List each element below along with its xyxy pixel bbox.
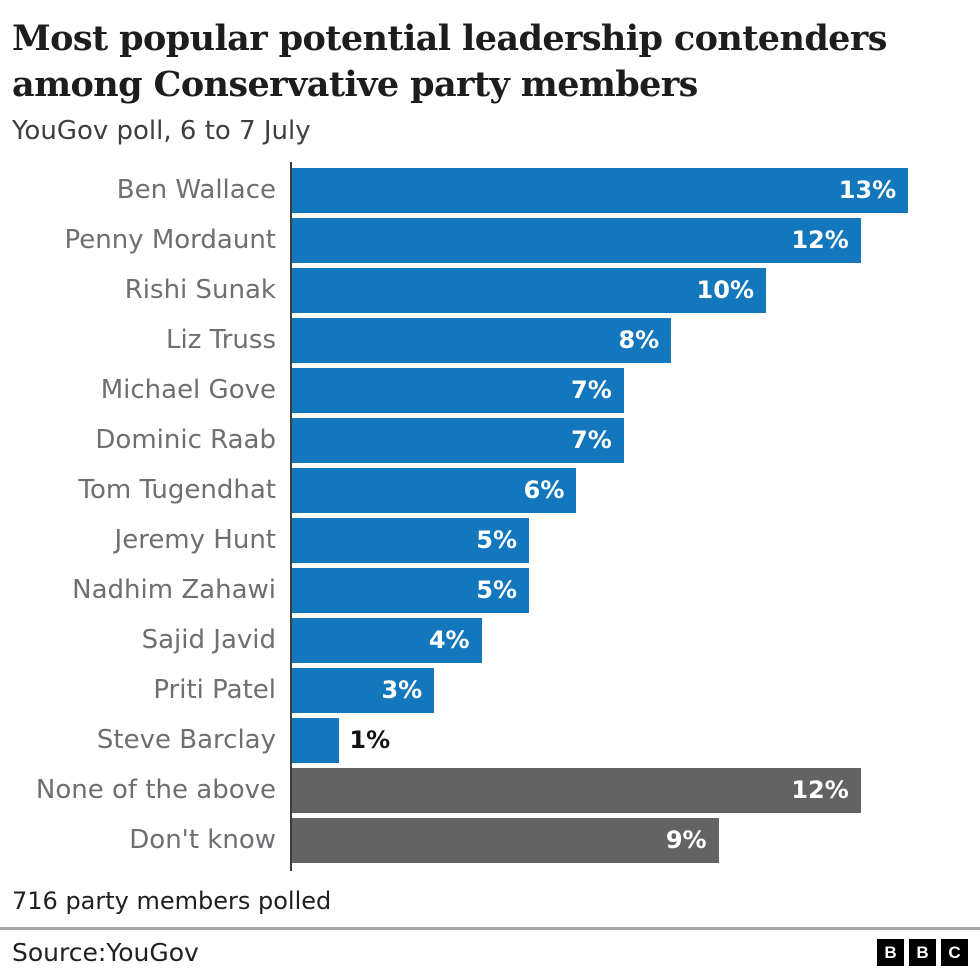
bar-blue: 12% (292, 218, 861, 263)
category-label: Rishi Sunak (124, 275, 276, 305)
chart-row: Michael Gove 7% (0, 368, 980, 413)
value-label: 13% (838, 176, 897, 204)
chart-title-line1: Most popular potential leadership conten… (12, 18, 887, 59)
bar-blue: 5% (292, 518, 529, 563)
source-label: Source:YouGov (12, 938, 199, 967)
bar-chart-rows: Ben Wallace 13% Penny Mordaunt 12% Rishi Sun… (0, 168, 980, 863)
bar-track: 12% (290, 218, 980, 263)
chart-row: Rishi Sunak 10% (0, 268, 980, 313)
value-label: 5% (476, 576, 517, 604)
category-label: Penny Mordaunt (64, 225, 276, 255)
bar-gray: 9% (292, 818, 719, 863)
category-label: Liz Truss (166, 325, 276, 355)
value-label: 4% (428, 626, 470, 654)
category-label: Michael Gove (100, 375, 276, 405)
bar-blue: 10% (292, 268, 766, 313)
bar-track: 1% (290, 718, 980, 763)
bar-track: 7% (290, 418, 980, 463)
value-label: 8% (618, 326, 660, 354)
value-label: 12% (791, 226, 849, 254)
bar-track: 9% (290, 818, 980, 863)
value-label: 5% (476, 526, 517, 554)
bar-blue: 4% (292, 618, 482, 663)
category-label: Ben Wallace (116, 175, 276, 205)
bar-blue: 6% (292, 468, 577, 513)
category-label: Tom Tugendhat (78, 475, 276, 505)
bar-track: 3% (290, 668, 980, 713)
footer-divider (0, 927, 980, 930)
bar-chart: Ben Wallace 13% Penny Mordaunt 12% Rishi Sun… (0, 162, 980, 871)
bar-track: 12% (290, 768, 980, 813)
bar-blue: 7% (292, 368, 624, 413)
bar-track: 13% (290, 168, 980, 213)
chart-title-line2: among Conservative party members (12, 64, 698, 105)
chart-row: Ben Wallace 13% (0, 168, 980, 213)
chart-row: Don't know 9% (0, 818, 980, 863)
bar-blue: 8% (292, 318, 672, 363)
bar-track: 4% (290, 618, 980, 663)
category-label: Dominic Raab (95, 425, 276, 455)
bbc-logo-block: B (877, 939, 904, 966)
chart-row: Penny Mordaunt 12% (0, 218, 980, 263)
bar-blue: 5% (292, 568, 529, 613)
category-label: None of the above (35, 775, 276, 805)
bar-track: 6% (290, 468, 980, 513)
bbc-logo-block: B (909, 939, 936, 966)
chart-row: None of the above 12% (0, 768, 980, 813)
value-label: 7% (571, 426, 612, 454)
chart-row: Liz Truss 8% (0, 318, 980, 363)
value-label: 10% (696, 276, 754, 304)
value-label: 9% (665, 826, 707, 854)
category-label: Steve Barclay (96, 725, 276, 755)
chart-row: Jeremy Hunt 5% (0, 518, 980, 563)
chart-subtitle: YouGov poll, 6 to 7 July (12, 116, 311, 146)
bar-track: 7% (290, 368, 980, 413)
y-axis-line (290, 162, 292, 871)
bbc-logo-block: C (941, 939, 968, 966)
value-label: 3% (381, 676, 423, 704)
poll-sample-note: 716 party members polled (12, 887, 332, 915)
bar-track: 10% (290, 268, 980, 313)
bar-gray: 12% (292, 768, 861, 813)
chart-row: Priti Patel 3% (0, 668, 980, 713)
category-label: Jeremy Hunt (114, 525, 276, 555)
chart-row: Steve Barclay 1% (0, 718, 980, 763)
chart-row: Nadhim Zahawi 5% (0, 568, 980, 613)
category-label: Nadhim Zahawi (72, 575, 276, 605)
value-label: 6% (523, 476, 565, 504)
bar-blue: 13% (292, 168, 909, 213)
chart-title: Most popular potential leadership conten… (0, 0, 980, 108)
category-label: Priti Patel (153, 675, 276, 705)
bar-track: 5% (290, 568, 980, 613)
bar-blue: 3% (292, 668, 435, 713)
chart-row: Tom Tugendhat 6% (0, 468, 980, 513)
value-label: 7% (571, 376, 612, 404)
bar-blue (292, 718, 340, 763)
bar-track: 5% (290, 518, 980, 563)
bar-track: 8% (290, 318, 980, 363)
bar-blue: 7% (292, 418, 624, 463)
category-label: Don't know (129, 825, 276, 855)
value-label: 12% (791, 776, 849, 804)
chart-row: Sajid Javid 4% (0, 618, 980, 663)
chart-row: Dominic Raab 7% (0, 418, 980, 463)
value-label: 1% (349, 726, 391, 754)
category-label: Sajid Javid (141, 625, 276, 655)
